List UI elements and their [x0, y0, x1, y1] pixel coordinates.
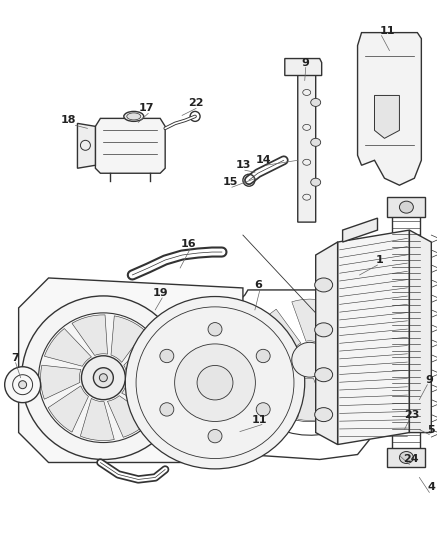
Polygon shape [95, 118, 165, 173]
Ellipse shape [21, 296, 185, 459]
Ellipse shape [311, 99, 321, 107]
Text: 17: 17 [138, 103, 154, 114]
Ellipse shape [5, 367, 41, 402]
Ellipse shape [256, 403, 270, 416]
Text: 13: 13 [235, 160, 251, 170]
Polygon shape [48, 386, 88, 432]
Polygon shape [318, 370, 364, 410]
Polygon shape [183, 442, 243, 463]
Ellipse shape [314, 323, 332, 337]
Polygon shape [298, 62, 316, 222]
Text: 23: 23 [404, 410, 419, 419]
Text: 5: 5 [427, 425, 435, 434]
Polygon shape [338, 230, 410, 445]
Ellipse shape [314, 408, 332, 422]
Text: 6: 6 [254, 280, 262, 290]
Text: 18: 18 [61, 115, 76, 125]
Bar [392, 205, 420, 459]
Ellipse shape [256, 349, 270, 362]
Text: 15: 15 [222, 177, 238, 187]
Polygon shape [298, 378, 328, 421]
Polygon shape [388, 197, 425, 217]
Ellipse shape [208, 322, 222, 336]
Ellipse shape [292, 342, 328, 377]
Text: 1: 1 [376, 255, 383, 265]
Text: 11: 11 [252, 415, 268, 425]
Polygon shape [107, 395, 152, 437]
Ellipse shape [160, 403, 174, 416]
Ellipse shape [311, 139, 321, 147]
Polygon shape [357, 33, 421, 185]
Polygon shape [124, 337, 166, 378]
Ellipse shape [125, 296, 305, 469]
Text: 14: 14 [256, 155, 272, 165]
Polygon shape [320, 306, 360, 351]
Polygon shape [78, 123, 95, 168]
Polygon shape [256, 309, 301, 349]
Text: 7: 7 [11, 353, 18, 363]
Text: 19: 19 [152, 288, 168, 298]
Text: 22: 22 [188, 99, 204, 108]
Ellipse shape [314, 368, 332, 382]
Text: 9: 9 [302, 58, 310, 68]
Polygon shape [111, 316, 145, 362]
Ellipse shape [311, 178, 321, 186]
Ellipse shape [197, 366, 233, 400]
Ellipse shape [124, 111, 144, 122]
Polygon shape [374, 95, 399, 139]
Polygon shape [44, 328, 92, 366]
Ellipse shape [19, 381, 27, 389]
Ellipse shape [81, 356, 125, 400]
Polygon shape [249, 348, 292, 378]
Polygon shape [410, 230, 431, 433]
Ellipse shape [399, 451, 413, 464]
Text: 24: 24 [403, 455, 419, 464]
Polygon shape [72, 315, 108, 356]
Ellipse shape [127, 113, 141, 120]
Polygon shape [122, 378, 166, 410]
Polygon shape [285, 59, 321, 76]
Ellipse shape [93, 368, 113, 387]
Text: 9: 9 [425, 375, 433, 385]
Ellipse shape [314, 278, 332, 292]
Polygon shape [80, 399, 114, 441]
Polygon shape [388, 448, 425, 467]
Ellipse shape [99, 374, 107, 382]
Polygon shape [328, 342, 371, 372]
Text: 11: 11 [380, 26, 395, 36]
Polygon shape [259, 369, 299, 414]
Text: 16: 16 [180, 239, 196, 249]
Ellipse shape [208, 430, 222, 443]
Ellipse shape [399, 201, 413, 213]
Polygon shape [292, 299, 322, 342]
Ellipse shape [175, 344, 255, 422]
Polygon shape [316, 242, 338, 445]
Ellipse shape [160, 349, 174, 362]
Polygon shape [343, 218, 378, 242]
Polygon shape [41, 365, 81, 399]
Polygon shape [19, 278, 243, 463]
Text: 4: 4 [427, 482, 435, 492]
